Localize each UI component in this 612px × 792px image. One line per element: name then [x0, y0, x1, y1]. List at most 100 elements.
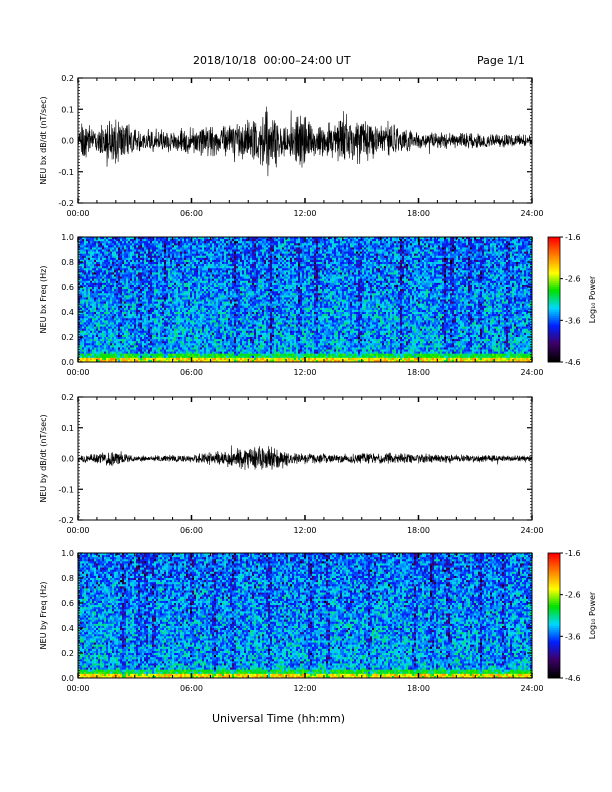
spectrogram-cell [82, 300, 84, 302]
spectrogram-cell [110, 314, 112, 316]
spectrogram-cell [118, 291, 120, 293]
spectrogram-cell [108, 252, 110, 254]
spectrogram-cell [114, 283, 116, 285]
spectrogram-cell [128, 339, 130, 341]
signal-trace [78, 107, 532, 176]
spectrogram-cell [112, 356, 114, 358]
spectrogram-cell [86, 331, 88, 333]
spectrogram-cell [110, 262, 112, 264]
spectrogram-cell [100, 350, 102, 352]
spectrogram-cell [112, 285, 114, 287]
spectrogram-cell [86, 281, 88, 283]
spectrogram-cell [104, 320, 106, 322]
spectrogram-cell [128, 331, 130, 333]
spectrogram-cell [118, 322, 120, 324]
spectrogram-cell [120, 297, 122, 299]
spectrogram-cell [108, 352, 110, 354]
spectrogram-cell [94, 318, 96, 320]
spectrogram-cell [86, 272, 88, 274]
spectrogram-cell [84, 331, 86, 333]
spectrogram-cell [120, 247, 122, 249]
spectrogram-cell [102, 337, 104, 339]
spectrogram-cell [110, 293, 112, 295]
spectrogram-cell [100, 347, 102, 349]
spectrogram-cell [106, 275, 108, 277]
spectrogram-cell [100, 352, 102, 354]
spectrogram-cell [94, 345, 96, 347]
spectrogram-cell [98, 345, 100, 347]
spectrogram-cell [106, 354, 108, 356]
spectrogram-cell [94, 254, 96, 256]
spectrogram-cell [112, 270, 114, 272]
spectrogram-cell [86, 297, 88, 299]
spectrogram-cell [80, 341, 82, 343]
spectrogram-cell [116, 287, 118, 289]
spectrogram-cell [90, 262, 92, 264]
spectrogram-cell [82, 293, 84, 295]
x-tick-label: 24:00 [520, 209, 543, 218]
spectrogram-cell [100, 331, 102, 333]
spectrogram-cell [92, 300, 94, 302]
spectrogram-cell [124, 241, 126, 243]
spectrogram-cell [116, 289, 118, 291]
spectrogram-cell [122, 300, 124, 302]
spectrogram-cell [92, 285, 94, 287]
spectrogram-cell [84, 354, 86, 356]
spectrogram-cell [122, 291, 124, 293]
spectrogram-cell [104, 312, 106, 314]
spectrogram-cell [104, 279, 106, 281]
spectrogram-cell [92, 322, 94, 324]
spectrogram-cell [118, 285, 120, 287]
spectrogram-cell [120, 310, 122, 312]
spectrogram-cell [108, 341, 110, 343]
spectrogram-cell [118, 264, 120, 266]
spectrogram-cell [96, 339, 98, 341]
spectrogram-cell [118, 356, 120, 358]
spectrogram-cell [120, 327, 122, 329]
spectrogram-cell [84, 277, 86, 279]
spectrogram-cell [100, 310, 102, 312]
spectrogram-cell [120, 312, 122, 314]
spectrogram-cell [96, 285, 98, 287]
spectrogram-cell [122, 270, 124, 272]
spectrogram-cell [90, 287, 92, 289]
spectrogram-cell [88, 264, 90, 266]
spectrogram-cell [92, 331, 94, 333]
spectrogram-cell [112, 341, 114, 343]
spectrogram-cell [110, 283, 112, 285]
spectrogram-cell [92, 304, 94, 306]
spectrogram-cell [82, 241, 84, 243]
spectrogram-cell [110, 285, 112, 287]
spectrogram-cell [84, 275, 86, 277]
spectrogram-cell [94, 306, 96, 308]
spectrogram-cell [94, 256, 96, 258]
spectrogram-cell [108, 262, 110, 264]
spectrogram-cell [96, 320, 98, 322]
spectrogram-cell [98, 287, 100, 289]
spectrogram-cell [94, 247, 96, 249]
spectrogram-cell [88, 337, 90, 339]
spectrogram-cell [86, 252, 88, 254]
spectrogram-cell [126, 352, 128, 354]
spectrogram-cell [128, 318, 130, 320]
y-tick-label: -0.2 [58, 199, 74, 208]
spectrogram-cell [80, 289, 82, 291]
spectrogram-cell [82, 302, 84, 304]
spectrogram-cell [100, 275, 102, 277]
spectrogram-cell [106, 297, 108, 299]
spectrogram-cell [94, 297, 96, 299]
spectrogram-cell [122, 308, 124, 310]
spectrogram-cell [84, 339, 86, 341]
spectrogram-cell [98, 268, 100, 270]
spectrogram-cell [114, 289, 116, 291]
spectrogram-cell [126, 256, 128, 258]
spectrogram-cell [88, 279, 90, 281]
spectrogram-cell [112, 287, 114, 289]
spectrogram-cell [122, 314, 124, 316]
spectrogram-cell [114, 308, 116, 310]
spectrogram-cell [86, 308, 88, 310]
spectrogram-cell [98, 327, 100, 329]
spectrogram-cell [110, 331, 112, 333]
spectrogram-cell [128, 245, 130, 247]
spectrogram-cell [86, 333, 88, 335]
